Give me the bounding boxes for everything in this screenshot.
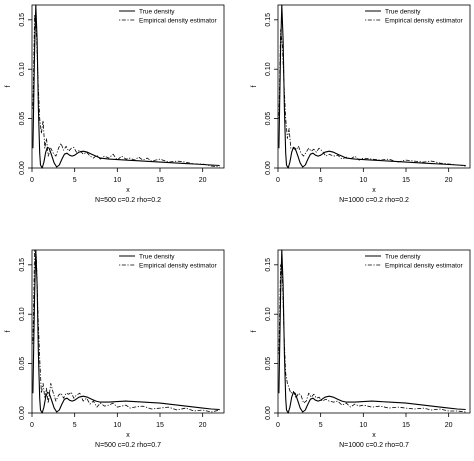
x-tick-label: 10 — [113, 422, 121, 429]
x-tick-label: 10 — [359, 422, 367, 429]
x-tick-label: 10 — [359, 177, 367, 184]
plot-frame — [31, 4, 225, 169]
x-tick-label: 15 — [156, 177, 164, 184]
y-tick-label: 0.00 — [265, 406, 272, 420]
y-tick-label: 0.05 — [265, 112, 272, 126]
y-axis-label: f — [251, 330, 258, 332]
chart-panel-1: 0 5 10 15 20 0.00 0.05 0.10 0.15 x N=500 c=0.2 rho… — [5, 4, 225, 204]
x-axis-label: x — [372, 187, 376, 194]
x-tick-label: 5 — [73, 177, 77, 184]
x-tick-label: 20 — [199, 422, 207, 429]
true-density-line — [278, 249, 466, 414]
x-tick-label: 5 — [319, 422, 323, 429]
x-tick-label: 20 — [199, 177, 207, 184]
y-tick-label: 0.10 — [265, 62, 272, 76]
y-tick-label: 0.15 — [265, 13, 272, 27]
y-tick-label: 0.10 — [19, 62, 26, 76]
legend-label: Empirical density estimator — [139, 18, 217, 25]
y-axis-label: f — [5, 85, 12, 87]
legend-label: True density — [139, 254, 175, 261]
x-tick-label: 20 — [445, 177, 453, 184]
x-tick-label: 0 — [276, 422, 280, 429]
chart-panel-4: 0 5 10 15 20 0.00 0.05 0.10 0.15 x N=1000 c=0.2 rh… — [251, 249, 471, 449]
plot-frame — [277, 249, 471, 414]
x-tick-label: 0 — [30, 422, 34, 429]
plot-frame — [277, 4, 471, 169]
y-tick-label: 0.00 — [19, 406, 26, 420]
x-tick-label: 0 — [276, 177, 280, 184]
empirical-density-line — [32, 249, 220, 413]
y-tick-label: 0.10 — [265, 307, 272, 321]
true-density-line — [278, 4, 466, 169]
chart-panel-2: 0 5 10 15 20 0.00 0.05 0.10 0.15 x N=1000 c=0.2 rh… — [251, 4, 471, 204]
y-tick-label: 0.15 — [19, 13, 26, 27]
y-axis-label: f — [251, 85, 258, 87]
y-axis-label: f — [5, 330, 12, 332]
legend-label: Empirical density estimator — [385, 263, 463, 270]
empirical-density-line — [278, 29, 466, 167]
x-tick-label: 15 — [156, 422, 164, 429]
x-tick-label: 15 — [402, 422, 410, 429]
y-tick-label: 0.00 — [19, 161, 26, 175]
y-tick-label: 0.10 — [19, 307, 26, 321]
legend-label: Empirical density estimator — [139, 263, 217, 270]
y-tick-label: 0.15 — [265, 258, 272, 272]
plot-frame — [31, 249, 225, 414]
x-tick-label: 20 — [445, 422, 453, 429]
empirical-density-line — [32, 14, 220, 168]
x-tick-label: 5 — [73, 422, 77, 429]
y-tick-label: 0.00 — [265, 161, 272, 175]
true-density-line — [32, 249, 220, 414]
y-tick-label: 0.15 — [19, 258, 26, 272]
x-axis-label: x — [126, 432, 130, 439]
y-tick-label: 0.05 — [265, 357, 272, 371]
y-tick-label: 0.05 — [19, 112, 26, 126]
x-tick-label: 10 — [113, 177, 121, 184]
x-axis-label: x — [372, 432, 376, 439]
x-tick-label: 0 — [30, 177, 34, 184]
legend-label: True density — [139, 9, 175, 16]
x-axis-label: x — [126, 187, 130, 194]
x-tick-label: 15 — [402, 177, 410, 184]
chart-panel-3: 0 5 10 15 20 0.00 0.05 0.10 0.15 x N=500 c=0.2 rho… — [5, 249, 225, 449]
panel-caption: N=1000 c=0.2 rho=0.7 — [339, 442, 409, 449]
y-tick-label: 0.05 — [19, 357, 26, 371]
legend-label: True density — [385, 254, 421, 261]
panel-caption: N=1000 c=0.2 rho=0.2 — [339, 197, 409, 204]
panel-caption: N=500 c=0.2 rho=0.7 — [95, 442, 161, 449]
panel-caption: N=500 c=0.2 rho=0.2 — [95, 197, 161, 204]
legend-label: True density — [385, 9, 421, 16]
x-tick-label: 5 — [319, 177, 323, 184]
true-density-line — [32, 4, 220, 169]
empirical-density-line — [278, 264, 466, 413]
legend-label: Empirical density estimator — [385, 18, 463, 25]
